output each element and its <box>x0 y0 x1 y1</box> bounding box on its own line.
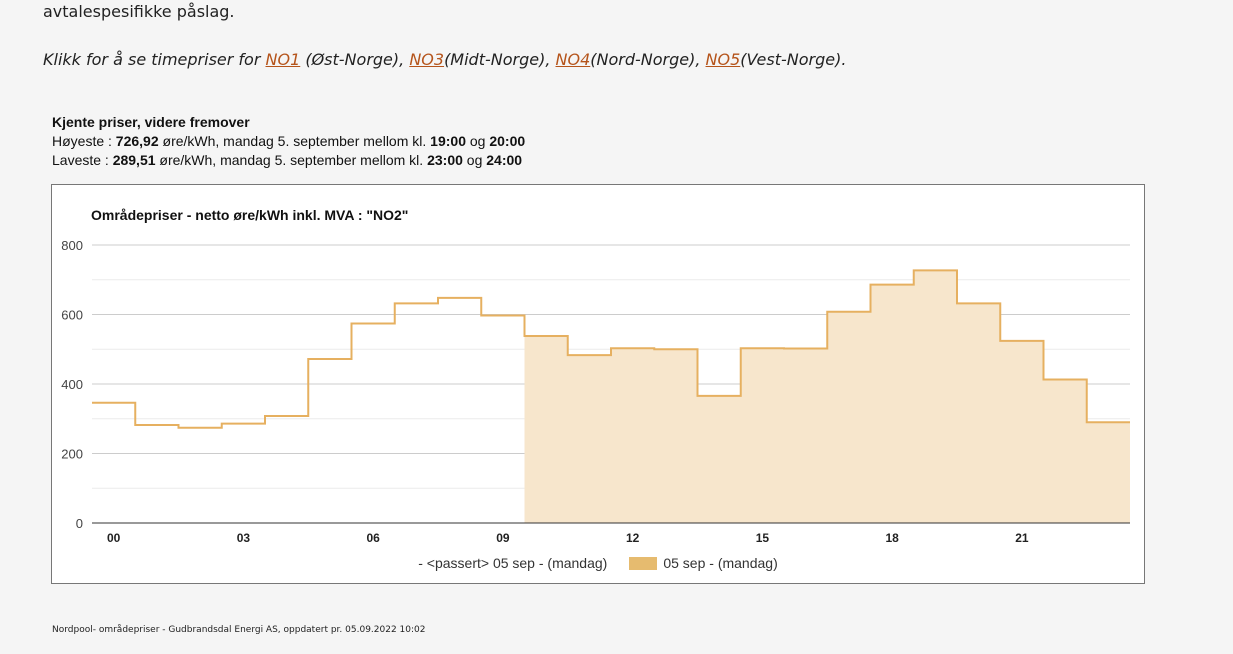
intro-text: avtalespesifikke påslag. <box>43 2 235 21</box>
x-tick-label: 12 <box>626 531 640 545</box>
chart-title: Områdepriser - netto øre/kWh inkl. MVA :… <box>91 207 408 223</box>
link-no5[interactable]: NO5 <box>705 50 741 69</box>
y-tick-label: 200 <box>61 447 83 462</box>
low-to: 24:00 <box>486 152 523 168</box>
footer-text: Nordpool- områdepriser - Gudbrandsdal En… <box>52 625 426 635</box>
y-tick-label: 0 <box>76 516 83 531</box>
low-and: og <box>462 152 487 168</box>
x-tick-label: 21 <box>1015 531 1029 545</box>
chart-legend: - <passert> 05 sep - (mandag) 05 sep - (m… <box>52 555 1144 571</box>
link-no3[interactable]: NO3 <box>409 50 445 69</box>
known-prices-heading: Kjente priser, videre fremover <box>52 114 250 130</box>
chart-svg: Områdepriser - netto øre/kWh inkl. MVA :… <box>61 207 1130 545</box>
y-tick-label: 800 <box>61 238 83 253</box>
link-no1[interactable]: NO1 <box>265 50 301 69</box>
y-tick-label: 600 <box>61 308 83 323</box>
known-prices: Kjente priser, videre fremover Høyeste :… <box>52 113 525 170</box>
x-tick-label: 09 <box>496 531 510 545</box>
high-value: 726,92 <box>115 133 159 149</box>
x-tick-label: 15 <box>756 531 770 545</box>
no3-desc: (Midt-Norge), <box>444 50 556 69</box>
low-from: 23:00 <box>427 152 463 168</box>
series-line <box>92 269 1130 429</box>
high-mid: øre/kWh, mandag 5. september mellom kl. <box>158 133 431 149</box>
high-label: Høyeste : <box>52 133 116 149</box>
y-tick-label: 400 <box>61 377 83 392</box>
low-label: Laveste : <box>52 152 113 168</box>
no4-desc: (Nord-Norge), <box>590 50 706 69</box>
x-tick-label: 06 <box>366 531 380 545</box>
lowest-price-line: Laveste : 289,51 øre/kWh, mandag 5. sept… <box>52 151 525 170</box>
low-value: 289,51 <box>112 152 156 168</box>
low-mid: øre/kWh, mandag 5. september mellom kl. <box>155 152 428 168</box>
high-and: og <box>465 133 490 149</box>
links-prefix: Klikk for å se timepriser for <box>43 50 266 69</box>
price-chart: Områdepriser - netto øre/kWh inkl. MVA :… <box>51 184 1145 584</box>
series-area-current <box>524 270 1130 523</box>
link-no4[interactable]: NO4 <box>555 50 591 69</box>
high-from: 19:00 <box>430 133 466 149</box>
zone-links-line: Klikk for å se timepriser for NO1 (Øst-N… <box>43 50 846 69</box>
highest-price-line: Høyeste : 726,92 øre/kWh, mandag 5. sept… <box>52 132 525 151</box>
x-tick-label: 18 <box>885 531 899 545</box>
no5-desc: (Vest-Norge). <box>740 50 847 69</box>
x-tick-label: 00 <box>107 531 121 545</box>
legend-current[interactable]: 05 sep - (mandag) <box>663 555 778 571</box>
legend-swatch <box>629 557 658 570</box>
x-tick-label: 03 <box>237 531 251 545</box>
legend-passed[interactable]: - <passert> 05 sep - (mandag) <box>418 555 608 571</box>
high-to: 20:00 <box>489 133 526 149</box>
no1-desc: (Øst-Norge), <box>300 50 410 69</box>
